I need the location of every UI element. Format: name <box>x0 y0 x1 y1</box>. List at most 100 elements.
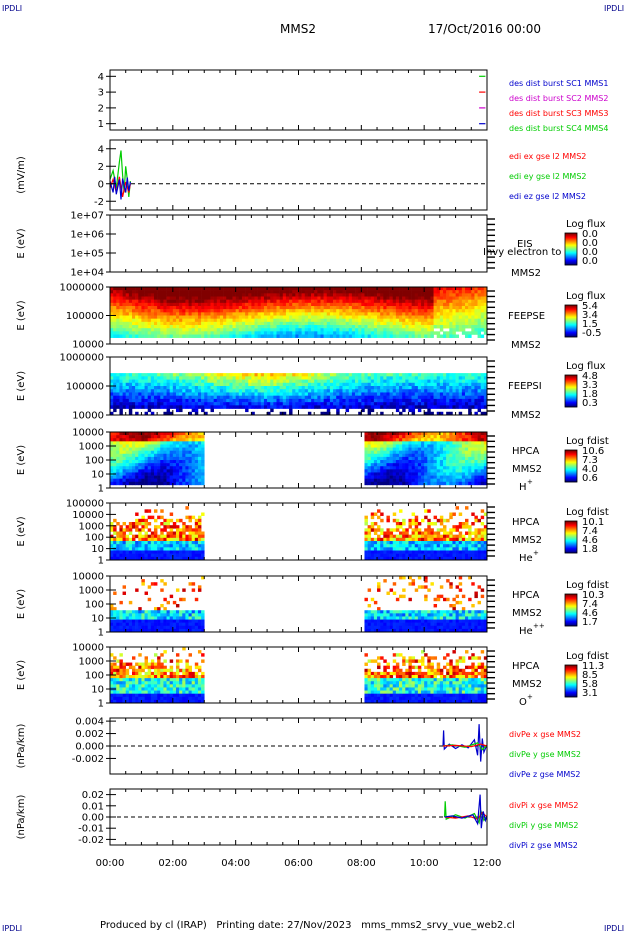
spectrogram-cell <box>317 287 321 291</box>
spectrogram-cell <box>232 302 236 307</box>
spectrogram-cell <box>257 376 262 380</box>
colorbar-tick-label: 3.4 <box>582 310 598 321</box>
spectrogram-cell <box>439 379 444 384</box>
spectrogram-cell <box>411 475 416 479</box>
spectrogram-cell <box>402 306 406 310</box>
spectrogram-cell <box>314 299 318 304</box>
spectrogram-cell <box>433 315 438 319</box>
spectrogram-cell <box>468 469 472 473</box>
spectrogram-cell <box>157 435 161 439</box>
spectrogram-cell <box>160 299 164 304</box>
spectrogram-cell <box>345 405 350 409</box>
spectrogram-cell <box>443 432 447 436</box>
spectrogram-cell <box>417 373 422 377</box>
spectrogram-cell <box>153 472 158 476</box>
spectrogram-cell <box>452 306 456 310</box>
spectrogram-cell <box>251 309 255 313</box>
spectrogram-cell <box>336 321 340 326</box>
spectrogram-cell <box>254 328 258 332</box>
spectrogram-cell <box>175 450 180 455</box>
spectrogram-cell <box>471 302 475 307</box>
spectrogram-cell <box>317 373 321 377</box>
spectrogram-cell <box>468 450 472 455</box>
spectrogram-cell <box>232 287 236 291</box>
spectrogram-cell <box>194 450 199 455</box>
spectrogram-cell <box>150 382 155 387</box>
spectrogram-cell <box>135 438 139 442</box>
spectrogram-cell <box>314 382 318 387</box>
spectrogram-cell <box>226 321 230 326</box>
spectrogram-cell <box>433 405 438 409</box>
spectrogram-cell <box>471 395 475 400</box>
spectrogram-cell <box>282 373 287 377</box>
spectrogram-cell <box>402 453 406 458</box>
spectrogram-cell <box>279 293 284 297</box>
spectrogram-cell <box>307 392 312 396</box>
spectrogram-cell <box>150 438 155 442</box>
spectrogram-cell <box>424 475 428 479</box>
spectrogram-cell <box>179 441 183 445</box>
spectrogram-cell <box>216 321 221 326</box>
spectrogram-cell <box>408 315 412 319</box>
spectrogram-cell <box>125 299 130 304</box>
spectrogram-cell <box>191 293 196 297</box>
spectrogram-cell <box>477 382 482 387</box>
spectrogram-cell <box>389 398 394 403</box>
spectrogram-cell <box>402 331 406 335</box>
spectrogram-cell <box>483 325 488 329</box>
spectrogram-cell <box>465 296 469 300</box>
spectrogram-cell <box>147 392 152 396</box>
spectrogram-cell <box>194 302 199 307</box>
spectrogram-cell <box>380 441 384 445</box>
spectrogram-cell <box>336 411 340 416</box>
spectrogram-cell <box>342 321 346 326</box>
colorbar-band <box>565 465 577 467</box>
spectrogram-cell <box>172 398 177 403</box>
spectrogram-cell <box>370 382 375 387</box>
spectrogram-cell <box>131 453 136 458</box>
spectrogram-cell <box>194 456 199 461</box>
spectrogram-cell <box>276 312 280 316</box>
spectrogram-cell <box>483 312 488 316</box>
spectrogram-cell <box>336 315 340 319</box>
spectrogram-cell <box>430 293 434 297</box>
spectrogram-cell <box>116 296 120 300</box>
spectrogram-cell <box>386 315 390 319</box>
spectrogram-cell <box>367 441 372 445</box>
spectrogram-cell <box>421 463 425 467</box>
spectrogram-cell <box>446 475 450 479</box>
spectrogram-cell <box>455 481 460 486</box>
spectrogram-cell <box>153 398 158 403</box>
spectrogram-cell <box>279 376 284 380</box>
spectrogram-cell <box>314 302 318 307</box>
spectrogram-cell <box>439 296 444 300</box>
spectrogram-cell <box>138 460 142 464</box>
spectrogram-cell <box>436 386 441 390</box>
spectrogram-cell <box>474 411 478 416</box>
spectrogram-cell <box>191 334 196 338</box>
spectrogram-cell <box>260 318 265 323</box>
spectrogram-cell <box>386 373 390 377</box>
spectrogram-cell <box>383 376 387 380</box>
spectrogram-cell <box>116 463 120 467</box>
spectrogram-cell <box>141 325 145 329</box>
spectrogram-cell <box>373 334 378 338</box>
spectrogram-cell <box>446 447 450 451</box>
spectrogram-cell <box>329 379 334 384</box>
spectrogram-cell <box>336 405 340 409</box>
spectrogram-cell <box>421 386 425 390</box>
spectrogram-cell <box>373 481 378 486</box>
spectrogram-cell <box>477 392 482 396</box>
spectrogram-cell <box>169 475 174 479</box>
spectrogram-cell <box>157 312 161 316</box>
spectrogram-cell <box>427 382 431 387</box>
spectrogram-cell <box>414 302 419 307</box>
spectrogram-cell <box>213 309 218 313</box>
spectrogram-cell <box>185 475 189 479</box>
spectrogram-cell <box>191 444 196 448</box>
spectrogram-cell <box>267 382 271 387</box>
spectrogram-cell <box>204 325 208 329</box>
colorbar-band <box>565 383 577 385</box>
spectrogram-cell <box>452 373 456 377</box>
spectrogram-cell <box>411 481 416 486</box>
